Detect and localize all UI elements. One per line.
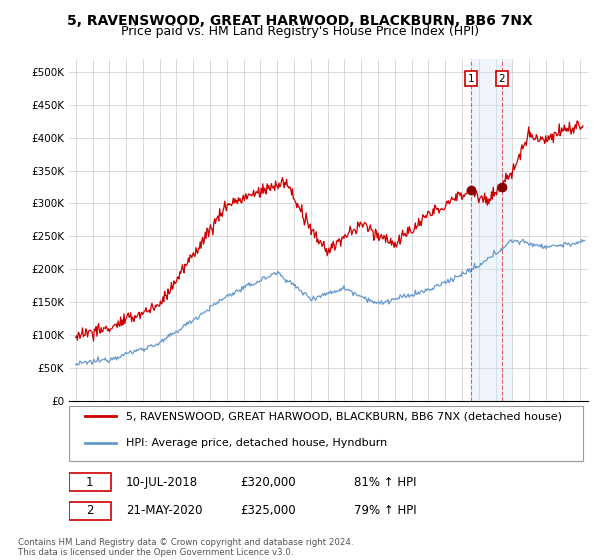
FancyBboxPatch shape [69,473,110,491]
FancyBboxPatch shape [69,502,110,520]
FancyBboxPatch shape [69,406,583,461]
Text: 5, RAVENSWOOD, GREAT HARWOOD, BLACKBURN, BB6 7NX: 5, RAVENSWOOD, GREAT HARWOOD, BLACKBURN,… [67,14,533,28]
Text: £325,000: £325,000 [240,505,296,517]
Text: 79% ↑ HPI: 79% ↑ HPI [355,505,417,517]
Text: 21-MAY-2020: 21-MAY-2020 [126,505,203,517]
Text: 1: 1 [467,73,474,83]
Text: £320,000: £320,000 [240,475,296,488]
Text: 2: 2 [499,73,505,83]
Text: 10-JUL-2018: 10-JUL-2018 [126,475,198,488]
Text: HPI: Average price, detached house, Hyndburn: HPI: Average price, detached house, Hynd… [126,437,388,447]
Text: 81% ↑ HPI: 81% ↑ HPI [355,475,417,488]
Text: 2: 2 [86,505,94,517]
Text: Contains HM Land Registry data © Crown copyright and database right 2024.
This d: Contains HM Land Registry data © Crown c… [18,538,353,557]
Bar [471,59,512,400]
Text: 5, RAVENSWOOD, GREAT HARWOOD, BLACKBURN, BB6 7NX (detached house): 5, RAVENSWOOD, GREAT HARWOOD, BLACKBURN,… [126,412,562,421]
Text: 1: 1 [86,475,94,488]
Text: Price paid vs. HM Land Registry's House Price Index (HPI): Price paid vs. HM Land Registry's House … [121,25,479,38]
